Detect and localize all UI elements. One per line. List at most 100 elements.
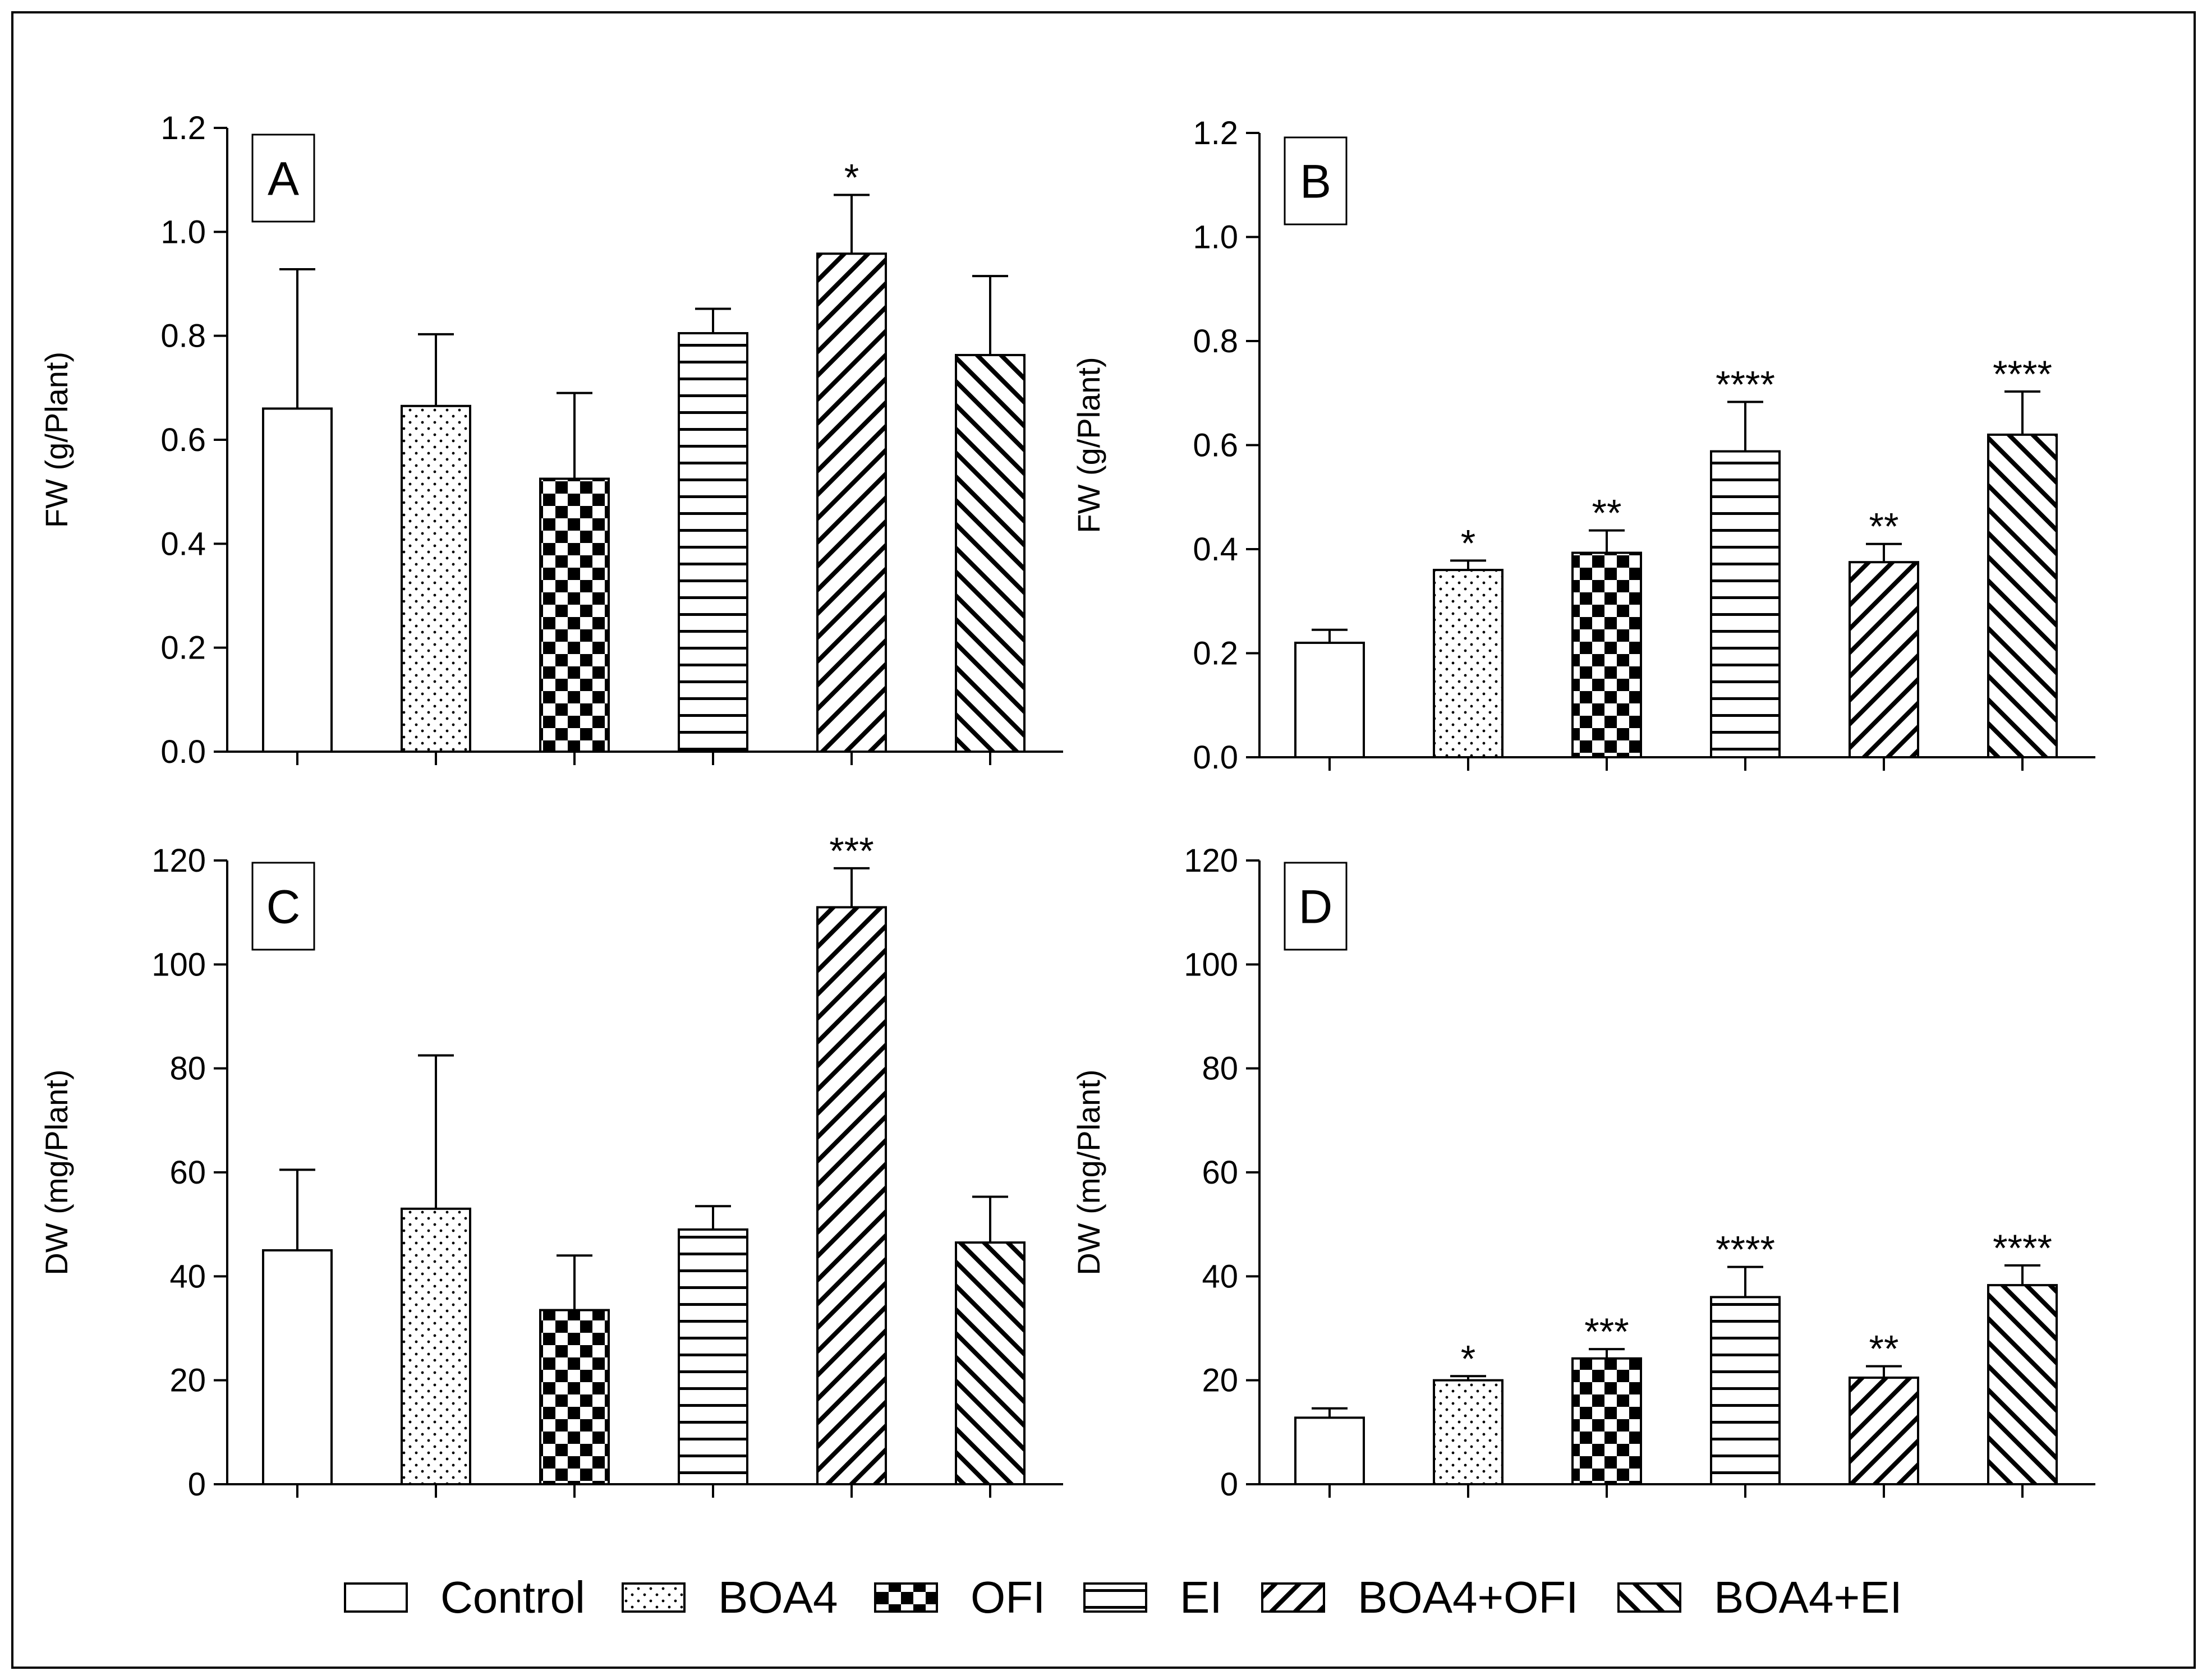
bar-ei [1710, 1296, 1781, 1485]
bar-boa4-ofi [1849, 561, 1919, 758]
y-tick-label: 120 [1184, 843, 1238, 879]
y-tick-label: 20 [1202, 1363, 1238, 1399]
bar-control [262, 1249, 333, 1485]
bar-boa4-ei [1987, 433, 2058, 758]
legend: Control BOA4 OFI EI BOA4+OFI BOA4+EI [344, 1572, 1902, 1622]
bar-boa4-ofi [1849, 1377, 1919, 1486]
y-tick-label: 0.8 [160, 318, 206, 355]
y-tick-label: 100 [1184, 946, 1238, 983]
y-tick-label: 1.0 [160, 214, 206, 250]
y-tick-label: 40 [169, 1258, 206, 1295]
y-tick-label: 0.2 [1193, 636, 1238, 672]
y-tick-label: 1.0 [1193, 219, 1238, 256]
bar-ei [678, 1228, 748, 1486]
panel-label-box [1284, 862, 1348, 951]
y-tick-label: 0.0 [1193, 739, 1238, 776]
legend-swatch [1617, 1582, 1681, 1613]
bar-boa4 [401, 404, 471, 753]
panel-label: D [1299, 881, 1333, 933]
bar-ofi [1571, 551, 1642, 758]
legend-swatch [622, 1582, 686, 1613]
y-tick-label: 60 [1202, 1154, 1238, 1191]
bar-control [262, 407, 333, 753]
significance-label: ** [1869, 505, 1899, 548]
significance-label: **** [1993, 1227, 2052, 1269]
y-tick-label: 0.2 [160, 630, 206, 666]
chart-panel-c: 0 20 40 60 80 100 120 DW (mg/Plant) C *** [39, 830, 1063, 1503]
y-tick-label: 120 [151, 843, 206, 879]
panel-label-box [251, 134, 315, 223]
significance-label: *** [829, 830, 873, 872]
legend-swatch [874, 1582, 938, 1613]
figure-frame [11, 11, 2196, 1669]
legend-item-ei: EI [1083, 1572, 1222, 1622]
legend-swatch [1083, 1582, 1147, 1613]
significance-label: ** [1869, 1328, 1899, 1370]
bar-ofi [539, 477, 610, 753]
y-tick-label: 40 [1202, 1258, 1238, 1295]
significance-label: * [844, 157, 859, 199]
y-tick-label: 0.4 [1193, 531, 1238, 568]
y-tick-label: 80 [1202, 1051, 1238, 1087]
bar-ei [678, 332, 748, 753]
legend-label: OFI [971, 1572, 1045, 1622]
significance-label: * [1461, 522, 1475, 564]
legend-swatch [1261, 1582, 1325, 1613]
y-axis-label: DW (mg/Plant) [39, 1069, 74, 1275]
panel-label-box [1284, 136, 1348, 225]
chart-panel-b: 0.00.20.40.60.81.01.2FW (g/Plant)B******… [1071, 115, 2095, 776]
y-axis-label: FW (g/Plant) [39, 352, 74, 528]
bar-boa4-ei [955, 353, 1026, 753]
legend-label: BOA4+EI [1714, 1572, 1902, 1622]
legend-label: BOA4+OFI [1358, 1572, 1578, 1622]
legend-label: EI [1180, 1572, 1222, 1622]
legend-item-ofi: OFI [874, 1572, 1045, 1622]
y-tick-label: 1.2 [160, 110, 206, 146]
y-tick-label: 60 [169, 1154, 206, 1191]
legend-swatch [344, 1582, 408, 1613]
bar-control [1294, 641, 1365, 758]
y-axis-label: DW (mg/Plant) [1071, 1069, 1106, 1275]
panel-label-box [251, 862, 315, 951]
panel-label: C [266, 881, 301, 933]
bar-boa4-ei [955, 1241, 1026, 1486]
bar-ofi [539, 1309, 610, 1485]
significance-label: *** [1584, 1310, 1629, 1353]
bar-ei [1710, 450, 1781, 758]
significance-label: **** [1716, 363, 1775, 406]
bar-boa4-ofi [816, 252, 887, 753]
legend-item-boa4-ofi: BOA4+OFI [1261, 1572, 1578, 1622]
chart-panel-a: 0.0 0.2 0.4 0.6 0.8 1.0 1.2 FW (g/Plant) A * [39, 110, 1063, 770]
y-tick-label: 0.4 [160, 526, 206, 562]
y-tick-label: 100 [151, 946, 206, 983]
bar-boa4 [401, 1207, 471, 1486]
bar-boa4-ofi [816, 906, 887, 1485]
y-tick-label: 0 [1220, 1466, 1238, 1503]
panel-label: B [1300, 155, 1331, 208]
y-tick-label: 0.6 [160, 422, 206, 458]
significance-label: **** [1993, 353, 2052, 395]
legend-item-boa4: BOA4 [622, 1572, 838, 1622]
significance-label: ** [1592, 492, 1622, 535]
y-tick-label: 20 [169, 1363, 206, 1399]
panel-label: A [268, 153, 299, 205]
bar-boa4 [1433, 1379, 1503, 1486]
bar-boa4 [1433, 569, 1503, 758]
bar-boa4-ei [1987, 1284, 2058, 1485]
significance-label: * [1461, 1337, 1475, 1380]
y-tick-label: 1.2 [1193, 115, 1238, 151]
y-tick-label: 0.8 [1193, 323, 1238, 360]
legend-item-control: Control [344, 1572, 585, 1622]
bar-ofi [1571, 1357, 1642, 1485]
bar-control [1294, 1416, 1365, 1486]
legend-item-boa4-ei: BOA4+EI [1617, 1572, 1902, 1622]
y-axis-label: FW (g/Plant) [1071, 357, 1106, 533]
y-tick-label: 80 [169, 1051, 206, 1087]
y-tick-label: 0.0 [160, 734, 206, 770]
significance-label: **** [1716, 1228, 1775, 1271]
legend-label: BOA4 [718, 1572, 838, 1622]
y-tick-label: 0.6 [1193, 427, 1238, 464]
y-tick-label: 0 [188, 1466, 206, 1503]
